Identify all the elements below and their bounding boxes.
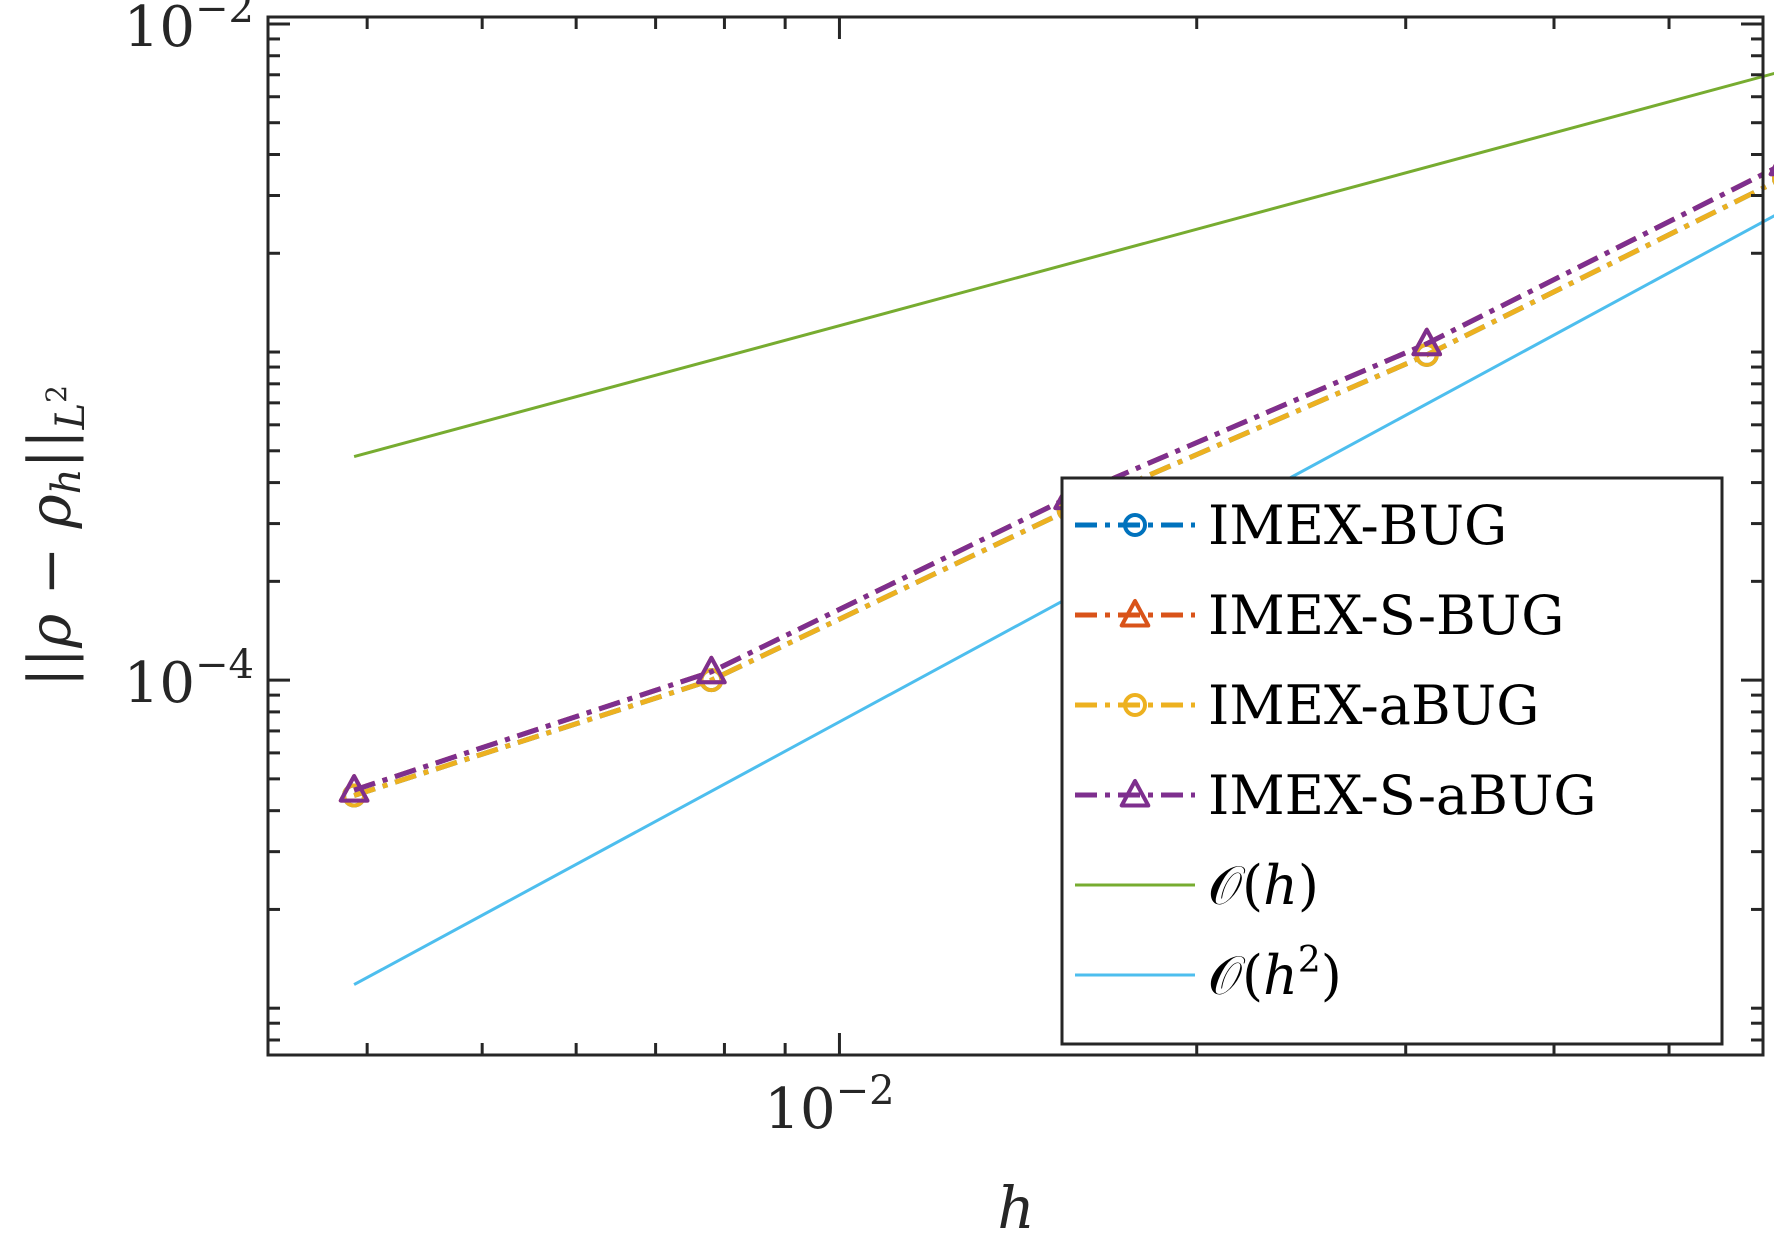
legend-marker-2 bbox=[1123, 693, 1147, 717]
legend-entry-4: 𝒪(h) bbox=[1075, 854, 1319, 917]
legend-label-5: 𝒪(h2) bbox=[1208, 940, 1342, 1007]
tick-labels: 10−2 10−4 10−2 bbox=[124, 0, 895, 1142]
data-point-3-3 bbox=[1411, 327, 1443, 357]
series-4 bbox=[353, 71, 1774, 459]
legend-label-2: IMEX-aBUG bbox=[1208, 674, 1539, 737]
legend-entry-3: IMEX-S-aBUG bbox=[1075, 764, 1597, 827]
y-tick-label-1: 10−2 bbox=[124, 0, 254, 60]
legend-box bbox=[1060, 476, 1724, 1046]
legend-entry-0: IMEX-BUG bbox=[1075, 494, 1507, 557]
legend-entry-2: IMEX-aBUG bbox=[1075, 674, 1539, 737]
legend-entry-5: 𝒪(h2) bbox=[1075, 940, 1342, 1007]
legend-label-0: IMEX-BUG bbox=[1208, 494, 1507, 557]
legend-label-3: IMEX-S-aBUG bbox=[1208, 764, 1597, 827]
y-tick-label-0: 10−4 bbox=[124, 642, 254, 716]
x-tick-label-0: 10−2 bbox=[764, 1068, 894, 1142]
x-axis-label: h bbox=[997, 1174, 1034, 1242]
plot-area-frame bbox=[266, 15, 1765, 1057]
ticks-layer bbox=[268, 17, 1765, 1055]
legend-marker-3 bbox=[1119, 779, 1151, 808]
legend: IMEX-BUG IMEX-S-BUG IMEX-aBUG IMEX-S-aBUG 𝒪(… bbox=[1060, 476, 1724, 1046]
legend-label-1: IMEX-S-BUG bbox=[1208, 584, 1564, 647]
legend-marker-1 bbox=[1119, 599, 1151, 628]
series-line-2 bbox=[353, 179, 1774, 798]
data-point-3-1 bbox=[696, 655, 727, 685]
legend-marker-0 bbox=[1123, 513, 1147, 537]
y-axis-label: ||ρ − ρh||L2 bbox=[16, 385, 94, 687]
data-point-3-0 bbox=[338, 774, 370, 803]
legend-entry-1: IMEX-S-BUG bbox=[1075, 584, 1564, 647]
series-line-3 bbox=[353, 165, 1774, 793]
legend-label-4: 𝒪(h) bbox=[1208, 854, 1319, 917]
series-line-4 bbox=[353, 71, 1774, 459]
svg-text:||ρ − ρh||L2: ||ρ − ρh||L2 bbox=[16, 385, 94, 687]
